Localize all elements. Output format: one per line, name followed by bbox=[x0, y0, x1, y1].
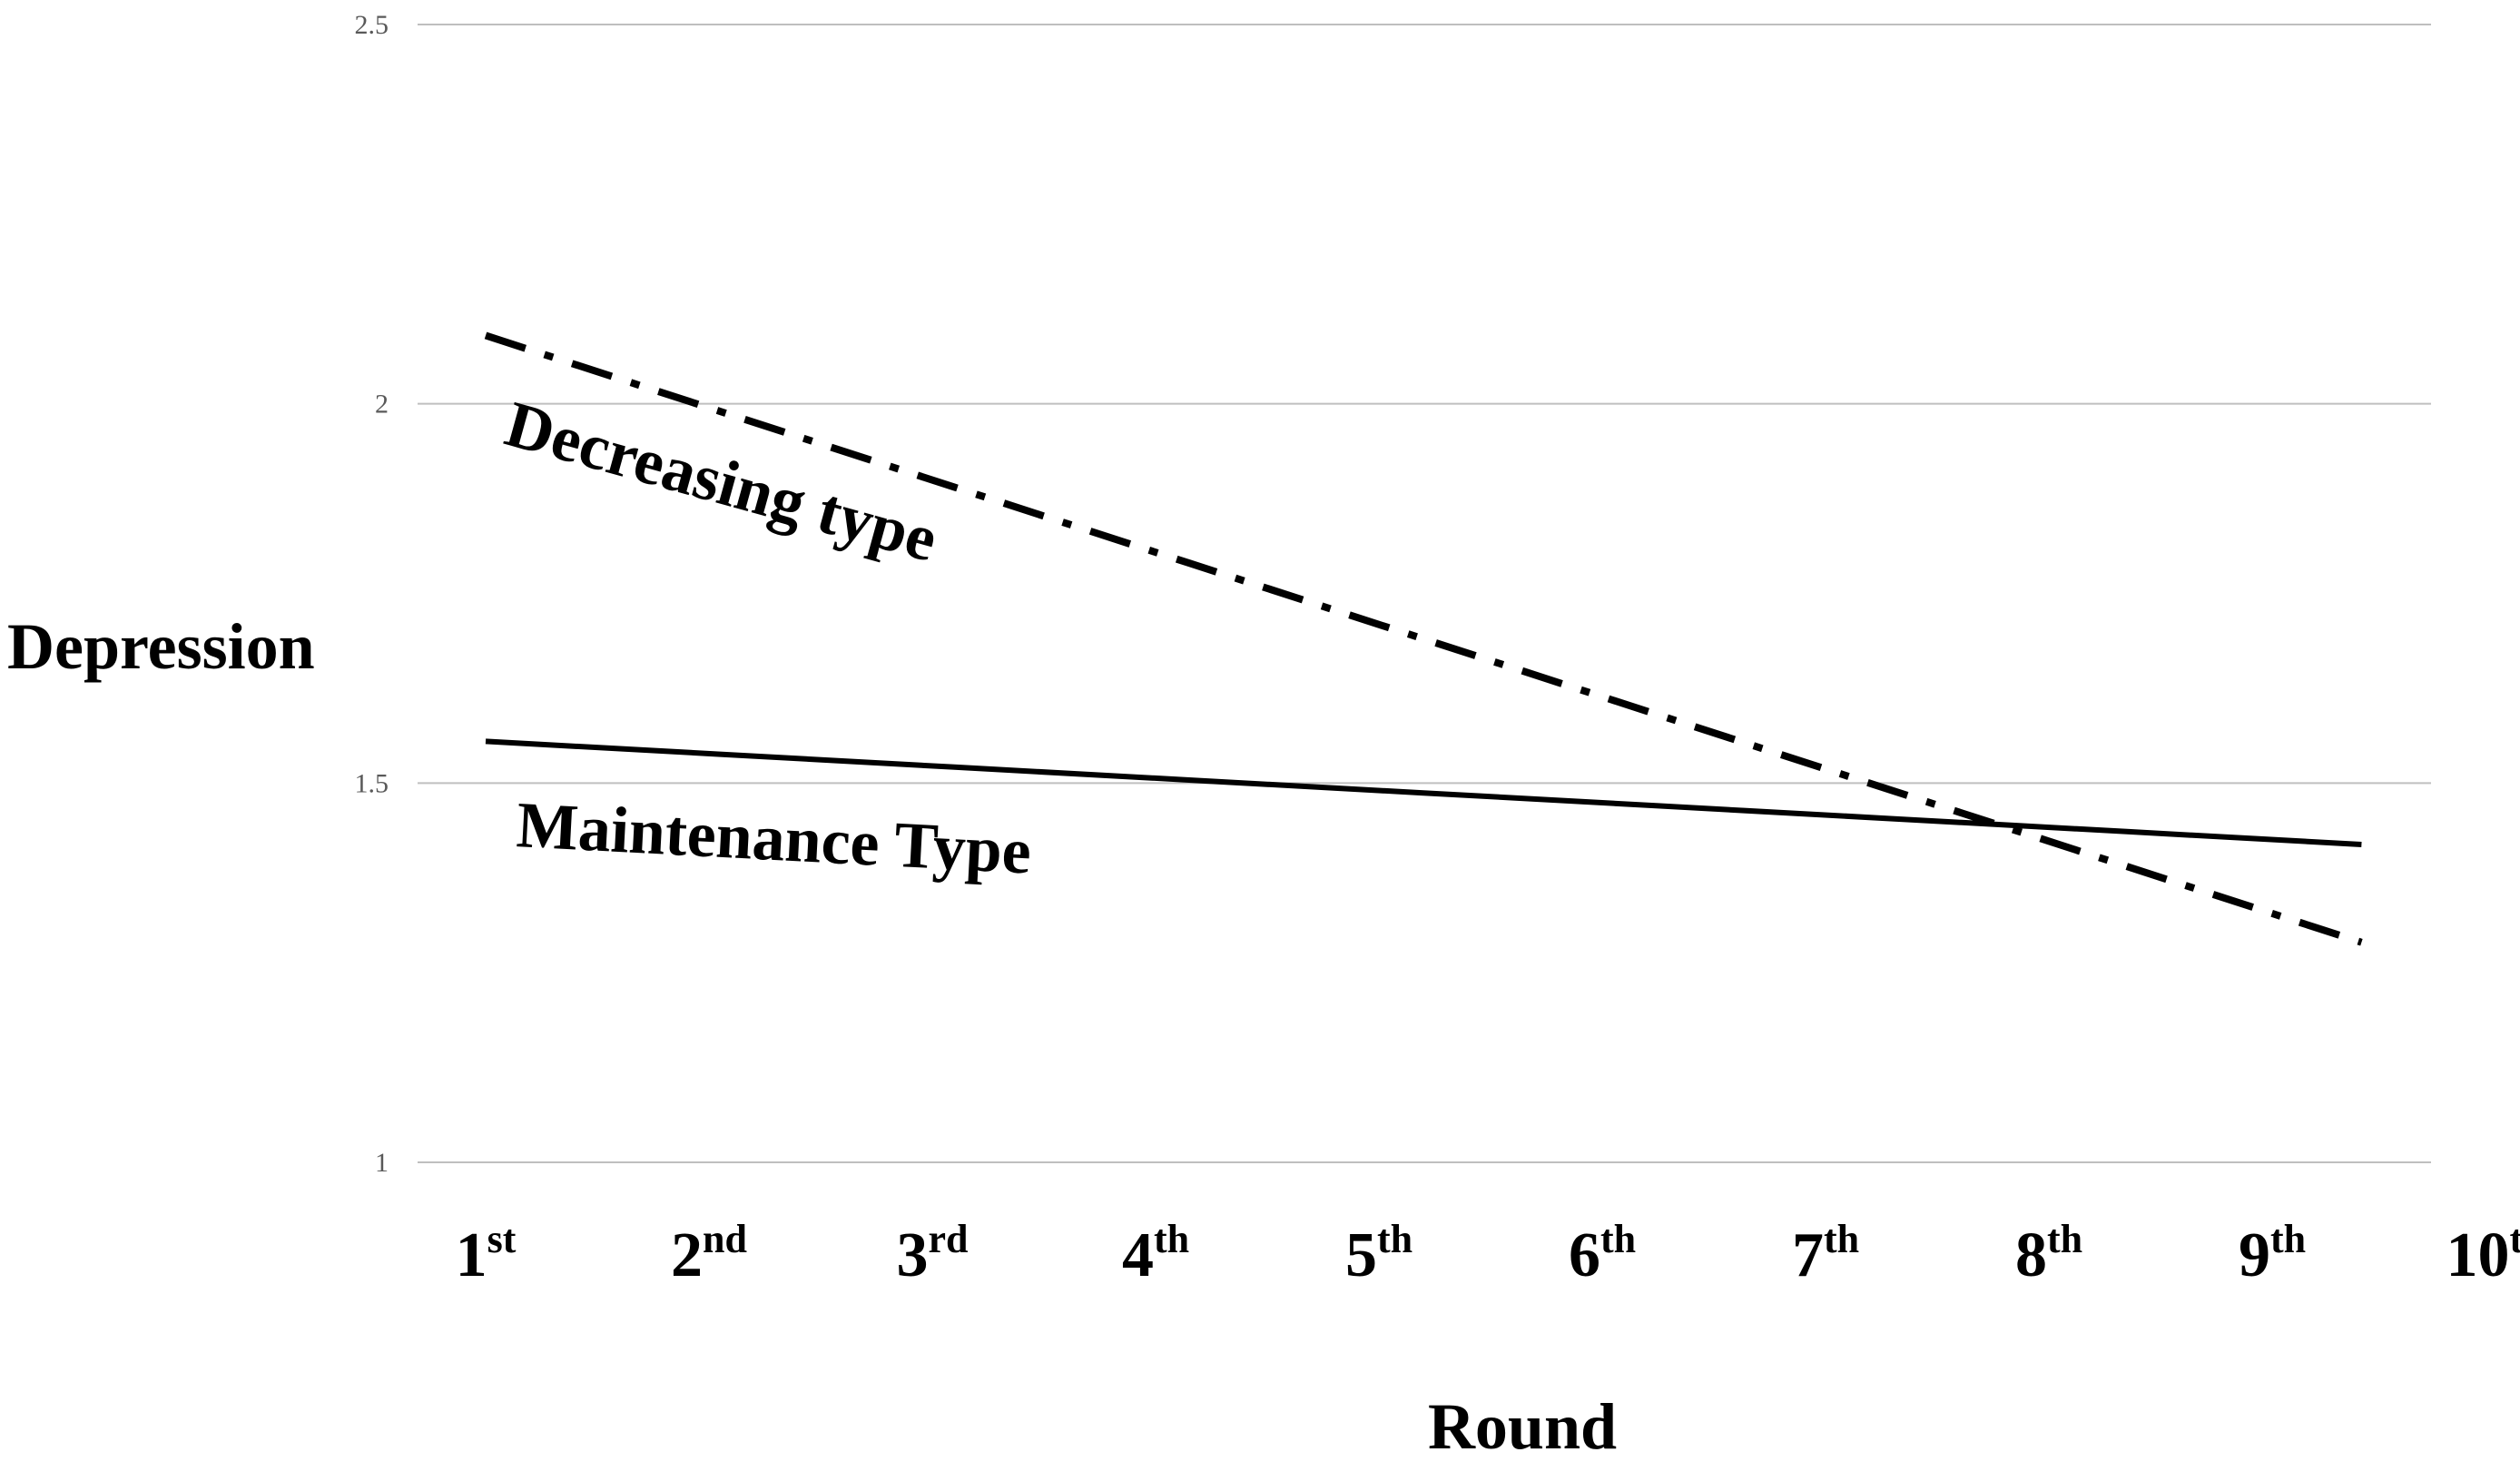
y-tick-label: 1 bbox=[375, 1148, 389, 1178]
gridlines bbox=[418, 24, 2431, 1163]
x-tick-label: 1st bbox=[456, 1217, 517, 1290]
y-tick-label: 2 bbox=[375, 390, 389, 420]
series-label-maintenance: Maintenance Type bbox=[515, 788, 1033, 888]
y-tick-label: 1.5 bbox=[355, 768, 389, 798]
x-axis-title: Round bbox=[1428, 1390, 1617, 1462]
x-tick-label: 6th bbox=[1569, 1217, 1636, 1290]
y-tick-labels: 1 1.5 2 2.5 bbox=[355, 10, 389, 1178]
x-tick-label: 3rd bbox=[897, 1217, 969, 1290]
x-tick-label: 2nd bbox=[671, 1217, 747, 1290]
x-tick-label: 9th bbox=[2239, 1217, 2306, 1290]
series-lines bbox=[484, 331, 2363, 946]
x-tick-labels: 1st 2nd 3rd 4th 5th 6th 7th 8th 9th 10th bbox=[456, 1217, 2520, 1290]
x-tick-label: 10th bbox=[2446, 1217, 2520, 1290]
maintenance-type-line bbox=[485, 738, 2362, 847]
decreasing-type-line bbox=[484, 331, 2363, 946]
x-tick-label: 5th bbox=[1345, 1217, 1413, 1290]
y-tick-label: 2.5 bbox=[355, 10, 389, 40]
y-axis-title: Depression bbox=[7, 610, 315, 683]
x-tick-label: 8th bbox=[2015, 1217, 2082, 1290]
x-tick-label: 7th bbox=[1792, 1217, 1859, 1290]
x-tick-label: 4th bbox=[1122, 1217, 1189, 1290]
